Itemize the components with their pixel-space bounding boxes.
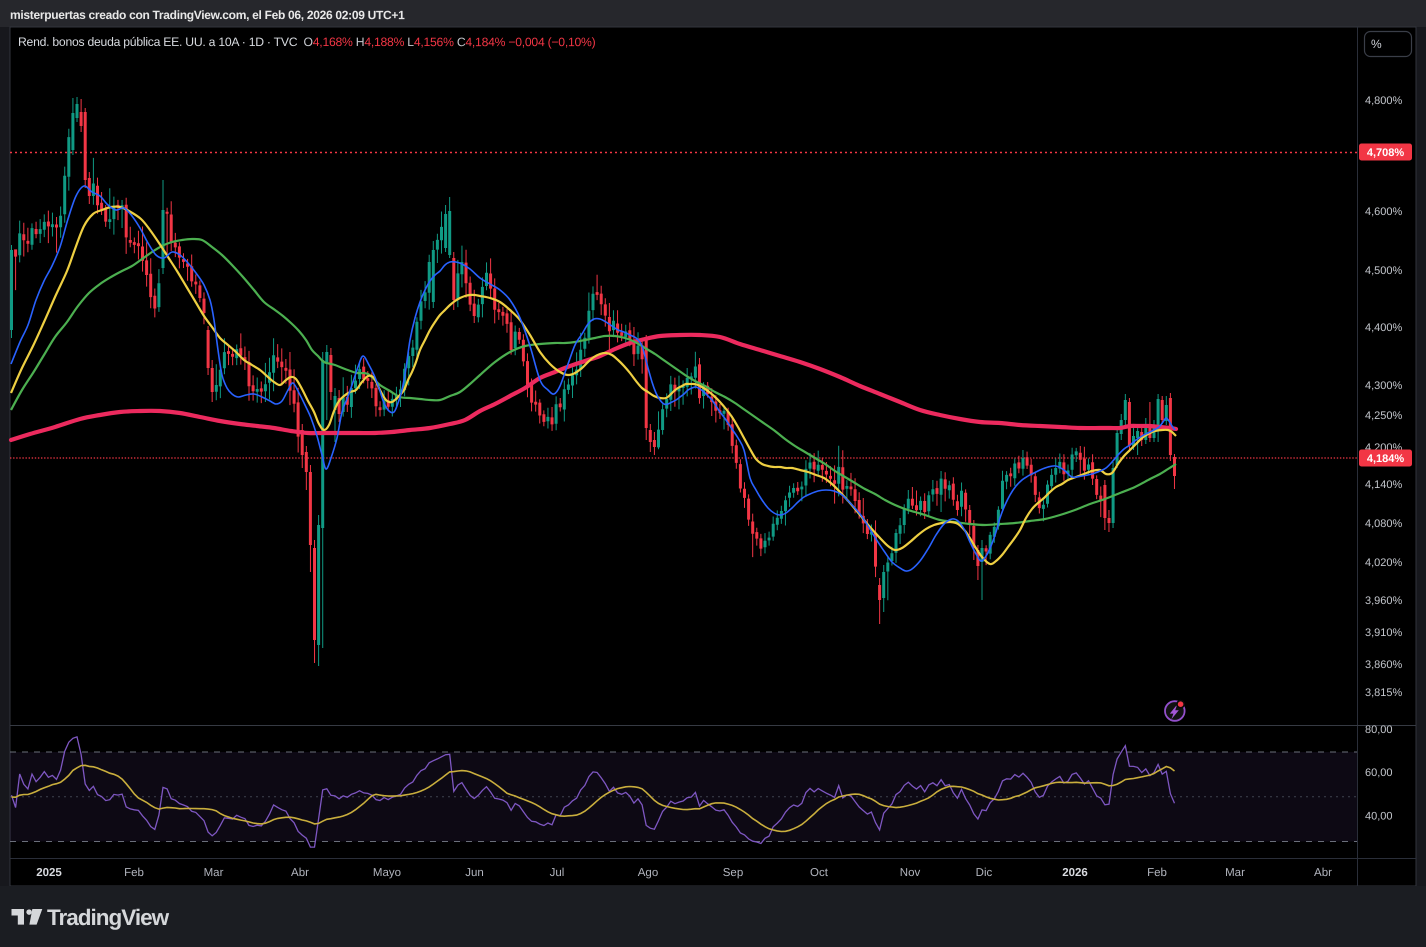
svg-text:Jun: Jun [465, 867, 484, 879]
svg-text:Nov: Nov [900, 867, 921, 879]
svg-text:4,020%: 4,020% [1365, 557, 1403, 569]
svg-text:3,815%: 3,815% [1365, 687, 1403, 699]
svg-text:3,910%: 3,910% [1365, 627, 1403, 639]
svg-text:60,00: 60,00 [1365, 767, 1393, 779]
svg-text:4,250%: 4,250% [1365, 410, 1403, 422]
svg-text:4,400%: 4,400% [1365, 322, 1403, 334]
svg-text:Dic: Dic [976, 867, 993, 879]
svg-text:TradingView: TradingView [47, 905, 170, 930]
svg-text:Abr: Abr [291, 867, 309, 879]
svg-text:Abr: Abr [1314, 867, 1332, 879]
svg-text:4,600%: 4,600% [1365, 206, 1403, 218]
svg-text:4,140%: 4,140% [1365, 479, 1403, 491]
svg-text:4,800%: 4,800% [1365, 95, 1403, 107]
svg-text:misterpuertas creado con Tradi: misterpuertas creado con TradingView.com… [10, 8, 405, 22]
svg-text:4,184%: 4,184% [1367, 453, 1405, 465]
svg-text:Sep: Sep [723, 867, 743, 879]
svg-text:4,300%: 4,300% [1365, 380, 1403, 392]
svg-text:Jul: Jul [550, 867, 565, 879]
svg-text:4,080%: 4,080% [1365, 518, 1403, 530]
svg-text:Feb: Feb [124, 867, 144, 879]
svg-text:Feb: Feb [1147, 867, 1167, 879]
svg-text:40,00: 40,00 [1365, 810, 1393, 822]
svg-text:Mar: Mar [1225, 867, 1245, 879]
svg-text:2025: 2025 [36, 867, 62, 879]
svg-text:Rend. bonos deuda pública EE.: Rend. bonos deuda pública EE. UU. a 10A … [18, 35, 596, 49]
svg-text:4,500%: 4,500% [1365, 265, 1403, 277]
svg-text:%: % [1371, 37, 1382, 51]
svg-text:Oct: Oct [810, 867, 829, 879]
svg-text:4,708%: 4,708% [1367, 147, 1405, 159]
svg-text:3,960%: 3,960% [1365, 595, 1403, 607]
svg-text:Mayo: Mayo [373, 867, 401, 879]
svg-text:Ago: Ago [638, 867, 658, 879]
svg-text:Mar: Mar [204, 867, 224, 879]
svg-text:2026: 2026 [1062, 867, 1088, 879]
svg-text:80,00: 80,00 [1365, 724, 1393, 736]
svg-text:3,860%: 3,860% [1365, 659, 1403, 671]
